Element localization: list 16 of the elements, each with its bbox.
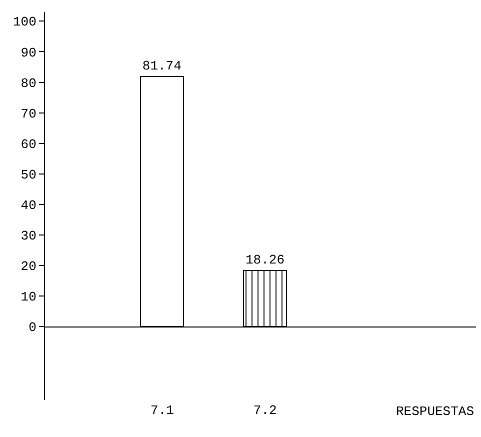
y-tick-label: 60 (20, 136, 36, 152)
y-tick-label: 80 (20, 76, 36, 91)
y-tick-label: 100 (12, 14, 36, 30)
x-tick-label: 7.1 (150, 403, 174, 418)
y-tick-label: 70 (20, 106, 36, 122)
y-tick-label: 20 (20, 259, 36, 274)
y-tick-label: 90 (20, 45, 36, 60)
data-label: 18.26 (245, 252, 285, 268)
text: RESPUESTAS (396, 404, 474, 419)
y-tick-label: 10 (20, 290, 36, 305)
y-tick-label: 30 (20, 228, 36, 244)
y-tick-label: 0 (28, 320, 36, 336)
y-tick-label: 40 (20, 198, 36, 214)
y-tick-label: 50 (20, 167, 36, 182)
x-tick-label: 7.2 (253, 403, 277, 418)
data-label: 81.74 (142, 58, 182, 74)
